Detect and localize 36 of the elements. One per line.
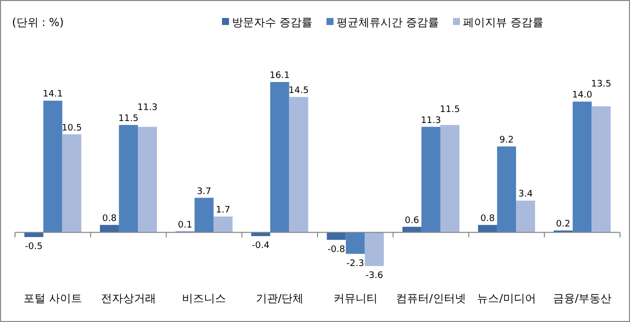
data-label: 0.8 (102, 214, 117, 224)
data-label: 14.1 (42, 90, 63, 100)
text: (단위 : %) (12, 16, 64, 29)
legend-label: 방문자수 증감률 (232, 16, 312, 29)
x-tick-label: 기관/단체 (256, 292, 304, 305)
data-label: 1.7 (216, 205, 230, 216)
legend-label: 평균체류시간 증감률 (336, 16, 439, 29)
data-label: 3.7 (196, 186, 212, 197)
x-tick-label: 포털 사이트 (24, 292, 82, 305)
x-tick-label: 금융/부동산 (552, 292, 612, 305)
data-label: 11.3 (420, 116, 441, 126)
data-label: 0.2 (556, 220, 570, 230)
data-label: 16.1 (270, 71, 290, 81)
data-label: 11.3 (137, 102, 158, 113)
data-label: 3.4 (518, 190, 533, 200)
data-label: -0.4 (252, 241, 270, 252)
data-label: 10.5 (62, 123, 82, 134)
data-label: -0.5 (25, 242, 43, 252)
data-label: 9.2 (499, 135, 514, 146)
data-label: 13.5 (591, 80, 612, 90)
data-label: -0.8 (328, 244, 346, 255)
legend-label: 페이지뷰 증감률 (463, 16, 544, 29)
data-label: 11.5 (118, 114, 138, 124)
data-label: -2.3 (346, 258, 364, 269)
x-tick-label: 뉴스/미디어 (477, 292, 536, 305)
x-tick-label: 비즈니스 (182, 292, 226, 305)
data-label: -3.6 (366, 271, 384, 281)
data-label: 14.0 (572, 90, 592, 101)
x-tick-label: 컴퓨터/인터넷 (396, 292, 466, 305)
data-label: 0.8 (480, 214, 495, 224)
x-tick-label: 전자상거래 (100, 292, 156, 305)
data-label: 0.1 (178, 220, 192, 230)
data-label: 0.6 (404, 216, 420, 226)
data-label: 11.5 (440, 104, 460, 115)
data-label: 14.5 (288, 86, 309, 96)
x-tick-label: 커뮤니티 (333, 292, 378, 305)
